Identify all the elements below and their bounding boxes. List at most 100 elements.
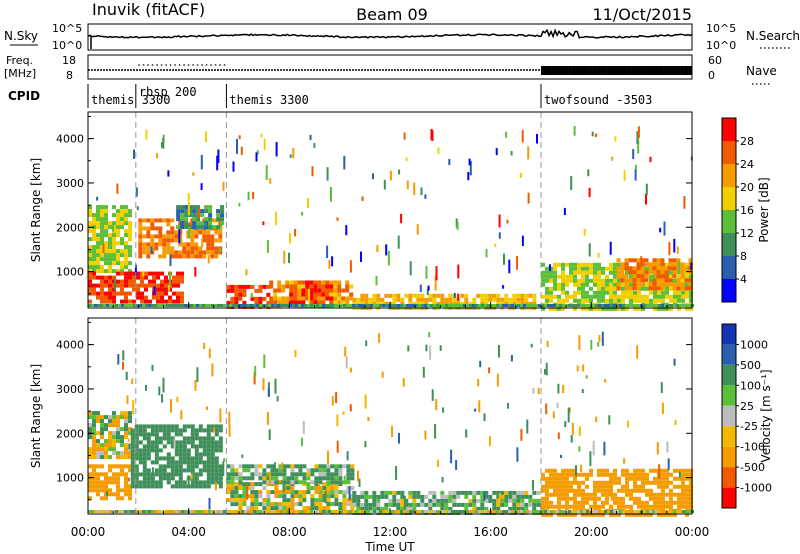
heat-cell: [200, 209, 205, 214]
heat-cell: [142, 484, 147, 489]
heat-cell: [346, 476, 351, 481]
heat-floor: [259, 304, 262, 307]
heat-cell: [601, 306, 605, 311]
heat-cell: [577, 472, 581, 477]
heat-cell: [581, 480, 585, 485]
heat-cell: [392, 498, 397, 503]
heat-cell: [624, 274, 629, 279]
heat-cell: [392, 293, 397, 298]
heat-cell: [318, 476, 323, 481]
heat-cell: [512, 502, 517, 507]
heat-cell: [150, 476, 155, 481]
heat-cell: [218, 468, 223, 473]
y-tick-label: 3000: [56, 383, 84, 396]
heat-cell: [432, 297, 437, 302]
heat-cell: [553, 504, 557, 509]
heat-cell: [676, 258, 681, 263]
heat-cell: [226, 476, 231, 481]
heat-floor: [364, 510, 367, 513]
heat-cell: [92, 253, 96, 258]
heat-cell: [297, 280, 302, 285]
heat-cell: [613, 290, 617, 295]
heat-floor: [664, 304, 667, 307]
heat-cell: [238, 288, 243, 293]
heat-cell: [641, 468, 645, 473]
heat-cell: [400, 297, 405, 302]
heat-speck: [510, 150, 513, 156]
heat-cell: [226, 464, 231, 469]
heat-cell: [132, 299, 136, 304]
heat-cell: [100, 217, 104, 222]
heat-cell: [112, 411, 116, 416]
freq-bar: [663, 66, 665, 75]
heat-cell: [96, 455, 100, 460]
heat-cell: [342, 480, 347, 485]
heat-cell: [532, 301, 537, 306]
heat-cell: [621, 472, 625, 477]
heat-cell: [500, 494, 505, 499]
heat-speck: [246, 484, 249, 500]
heat-speck: [478, 400, 481, 413]
heat-cell: [154, 226, 159, 231]
heat-cell: [573, 512, 577, 517]
heat-cell: [532, 297, 537, 302]
heat-cell: [656, 266, 661, 271]
heat-cell: [520, 494, 525, 499]
heat-speck: [187, 193, 190, 202]
heat-cell: [496, 498, 501, 503]
heat-cell: [644, 278, 649, 283]
heat-cell: [112, 451, 116, 456]
heat-floor: [625, 510, 628, 513]
heat-cell: [636, 258, 641, 263]
heat-cell: [464, 490, 469, 495]
heat-floor: [598, 304, 601, 307]
heat-cell: [637, 290, 641, 295]
heat-cell: [338, 468, 343, 473]
heat-cell: [524, 494, 529, 499]
freq-bar: [562, 66, 564, 75]
heat-floor: [268, 510, 271, 513]
heat-cell: [516, 297, 521, 302]
freq-bar: [552, 66, 554, 75]
heat-floor: [688, 510, 691, 513]
heat-cell: [104, 488, 108, 493]
heat-cell: [672, 286, 677, 291]
heat-speck: [683, 196, 686, 209]
heat-cell: [124, 217, 128, 222]
heat-speck: [416, 224, 419, 235]
heat-cell: [112, 205, 116, 210]
freq-bar: [610, 66, 612, 75]
colorbar-tick-label: 8: [740, 250, 747, 263]
heat-cell: [496, 502, 501, 507]
heat-floor: [115, 304, 118, 307]
heat-cell: [557, 476, 561, 481]
colorbar-tick-label: 100: [740, 379, 761, 392]
heat-cell: [96, 205, 100, 210]
heat-cell: [258, 502, 263, 507]
heat-cell: [648, 286, 653, 291]
heat-floor: [622, 304, 625, 307]
heat-cell: [665, 500, 669, 505]
heat-cell: [120, 411, 124, 416]
heat-cell: [309, 288, 314, 293]
heat-cell: [112, 472, 116, 477]
heat-cell: [96, 415, 100, 420]
heat-cell: [492, 502, 497, 507]
heat-floor: [637, 304, 640, 307]
heat-floor: [304, 510, 307, 513]
heat-cell: [194, 456, 199, 461]
freq-bar: [656, 66, 659, 75]
heat-cell: [645, 294, 649, 299]
heat-speck: [597, 342, 600, 347]
heat-cell: [380, 301, 385, 306]
heat-floor: [256, 304, 259, 307]
heat-cell: [112, 435, 116, 440]
heat-cell: [593, 270, 597, 275]
heat-floor: [94, 304, 97, 307]
freq-bar: [689, 66, 691, 75]
heat-floor: [535, 510, 538, 513]
heat-speck: [465, 429, 468, 438]
heat-floor: [538, 304, 541, 307]
heat-cell: [274, 476, 279, 481]
heat-cell: [329, 296, 334, 301]
